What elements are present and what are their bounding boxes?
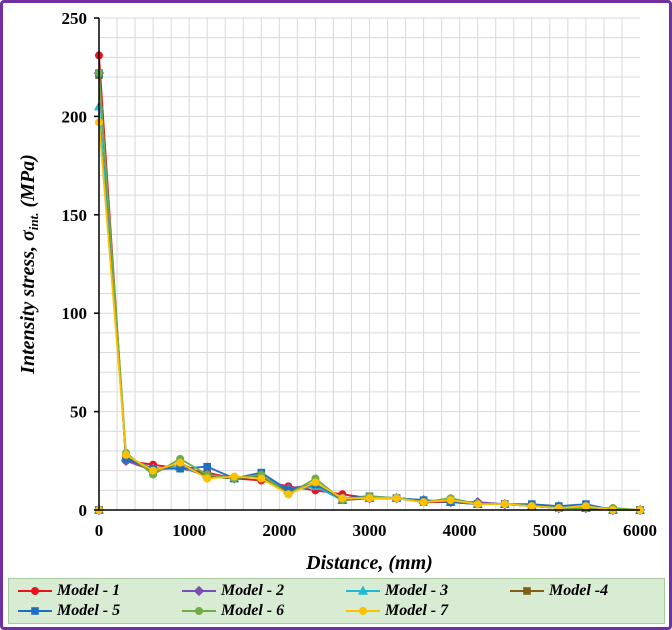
x-tick-label: 4000 bbox=[443, 521, 477, 540]
legend-item: Model - 6 bbox=[181, 601, 284, 621]
data-point bbox=[284, 490, 293, 499]
data-point bbox=[203, 474, 212, 483]
x-axis-title: Distance, (mm) bbox=[305, 552, 433, 574]
legend-label: Model - 3 bbox=[385, 582, 449, 599]
legend-label: Model - 1 bbox=[57, 582, 121, 599]
data-point bbox=[357, 585, 369, 595]
y-axis-title-unit: (MPa) bbox=[17, 154, 39, 212]
series-layer bbox=[93, 51, 646, 516]
y-tick-label: 250 bbox=[62, 9, 88, 28]
legend-label: Model -4 bbox=[549, 582, 609, 599]
data-point bbox=[193, 585, 205, 597]
legend-label: Model - 2 bbox=[221, 582, 285, 599]
legend-swatch bbox=[346, 585, 380, 595]
x-tick-label: 2000 bbox=[262, 521, 296, 540]
data-point bbox=[257, 474, 266, 483]
data-point bbox=[527, 502, 536, 511]
data-point bbox=[473, 500, 482, 509]
tick-labels: 0 1000 2000 3000 4000 5000 6000 0 50 100 150 200 250 bbox=[62, 9, 658, 540]
data-point bbox=[31, 607, 39, 615]
x-tick-label: 3000 bbox=[353, 521, 387, 540]
legend-item: Model - 3 bbox=[345, 581, 448, 601]
data-point bbox=[446, 496, 455, 505]
y-axis-title-subscript: int. bbox=[26, 213, 41, 231]
legend-label: Model - 7 bbox=[385, 602, 449, 619]
y-tick-label: 0 bbox=[79, 501, 88, 520]
data-point bbox=[392, 494, 401, 503]
line-chart: 0 1000 2000 3000 4000 5000 6000 0 50 100 150 200 250… bbox=[17, 9, 658, 574]
legend-swatch bbox=[510, 587, 544, 595]
data-point bbox=[581, 502, 590, 511]
legend-swatch bbox=[346, 607, 380, 615]
y-tick-label: 200 bbox=[62, 107, 88, 126]
gridlines bbox=[99, 17, 640, 510]
x-tick-label: 6000 bbox=[623, 521, 657, 540]
y-tick-label: 150 bbox=[62, 206, 88, 225]
x-tick-label: 1000 bbox=[172, 521, 206, 540]
x-tick-label: 0 bbox=[95, 521, 104, 540]
legend-swatch bbox=[18, 587, 52, 595]
data-point bbox=[230, 472, 239, 481]
data-point bbox=[203, 462, 212, 471]
legend-item: Model - 1 bbox=[17, 581, 120, 601]
y-tick-label: 100 bbox=[62, 304, 88, 323]
legend-item: Model -4 bbox=[509, 581, 608, 601]
data-point bbox=[176, 458, 185, 467]
data-point bbox=[358, 607, 367, 615]
legend-item: Model - 2 bbox=[181, 581, 284, 601]
legend-item: Model - 5 bbox=[17, 601, 120, 621]
legend: Model - 1 Model - 2 Model - 3 Model -4 Model… bbox=[8, 578, 665, 624]
data-point bbox=[30, 587, 39, 595]
legend-label: Model - 6 bbox=[221, 602, 285, 619]
legend-swatch bbox=[182, 607, 216, 615]
axes bbox=[98, 18, 640, 511]
data-point bbox=[194, 607, 203, 615]
legend-swatch bbox=[182, 585, 216, 597]
data-point bbox=[149, 466, 158, 475]
data-point bbox=[338, 494, 347, 503]
x-tick-label: 5000 bbox=[533, 521, 567, 540]
legend-label: Model - 5 bbox=[57, 602, 121, 619]
data-point bbox=[523, 587, 531, 595]
data-point bbox=[311, 478, 320, 487]
legend-swatch bbox=[18, 607, 52, 615]
data-point bbox=[500, 500, 509, 509]
y-axis-title: Intensity stress, σint. (MPa) bbox=[17, 154, 41, 375]
y-axis-title-main: Intensity stress, σ bbox=[17, 229, 39, 375]
y-tick-label: 50 bbox=[70, 403, 87, 422]
data-point bbox=[419, 498, 428, 507]
data-point bbox=[122, 450, 131, 459]
data-point bbox=[365, 494, 374, 503]
legend-item: Model - 7 bbox=[345, 601, 448, 621]
